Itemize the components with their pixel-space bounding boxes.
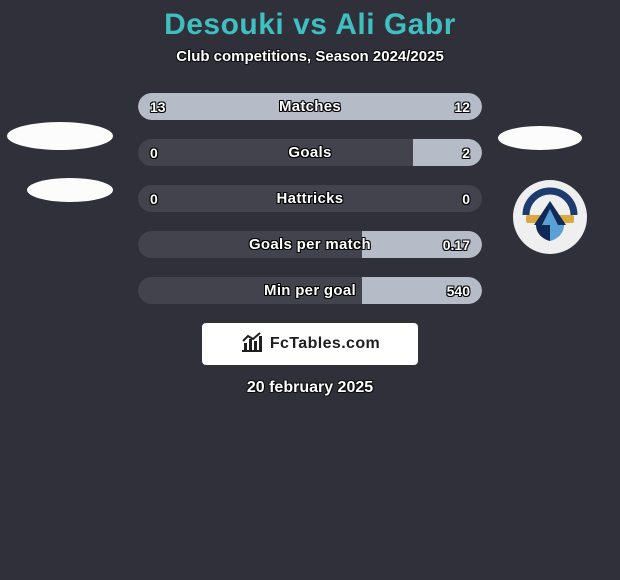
date-label: 20 february 2025 xyxy=(0,379,620,397)
title-vs: vs xyxy=(293,8,327,41)
subtitle: Club competitions, Season 2024/2025 xyxy=(0,48,620,65)
stat-value-right: 0 xyxy=(450,185,482,212)
stat-label: Hattricks xyxy=(138,185,482,212)
stat-value-right: 2 xyxy=(450,139,482,166)
stat-label: Matches xyxy=(138,93,482,120)
player1-club-avatar-placeholder xyxy=(27,178,113,202)
pyramids-crest-icon xyxy=(520,187,580,247)
stat-value-right: 0.17 xyxy=(431,231,482,258)
stat-label: Min per goal xyxy=(138,277,482,304)
stat-value-left: 0 xyxy=(138,185,170,212)
stats-bars: Matches1312Goals02Hattricks00Goals per m… xyxy=(138,93,482,304)
player2-club-badge xyxy=(513,180,587,254)
stat-label: Goals xyxy=(138,139,482,166)
stat-row-gpm: Goals per match0.17 xyxy=(138,231,482,258)
page-title: Desouki vs Ali Gabr xyxy=(0,8,620,42)
player1-avatar-placeholder xyxy=(7,122,113,150)
stat-value-left: 13 xyxy=(138,93,178,120)
badge-chart-icon xyxy=(240,331,264,358)
player1-name: Desouki xyxy=(164,8,284,41)
player2-name: Ali Gabr xyxy=(335,8,456,41)
source-badge-text: FcTables.com xyxy=(270,335,380,353)
stat-row-goals: Goals0 2 xyxy=(138,139,482,166)
stat-value-right: 540 xyxy=(435,277,482,304)
stat-row-matches: Matches13 12 xyxy=(138,93,482,120)
stat-value-left: 0 xyxy=(138,139,170,166)
source-badge[interactable]: FcTables.com xyxy=(202,323,418,365)
comparison-card: Desouki vs Ali Gabr Club competitions, S… xyxy=(0,0,620,580)
stat-row-hattricks: Hattricks0 0 xyxy=(138,185,482,212)
player2-avatar-placeholder xyxy=(498,126,582,150)
stat-value-right: 12 xyxy=(442,93,482,120)
stat-row-mpg: Min per goal540 xyxy=(138,277,482,304)
